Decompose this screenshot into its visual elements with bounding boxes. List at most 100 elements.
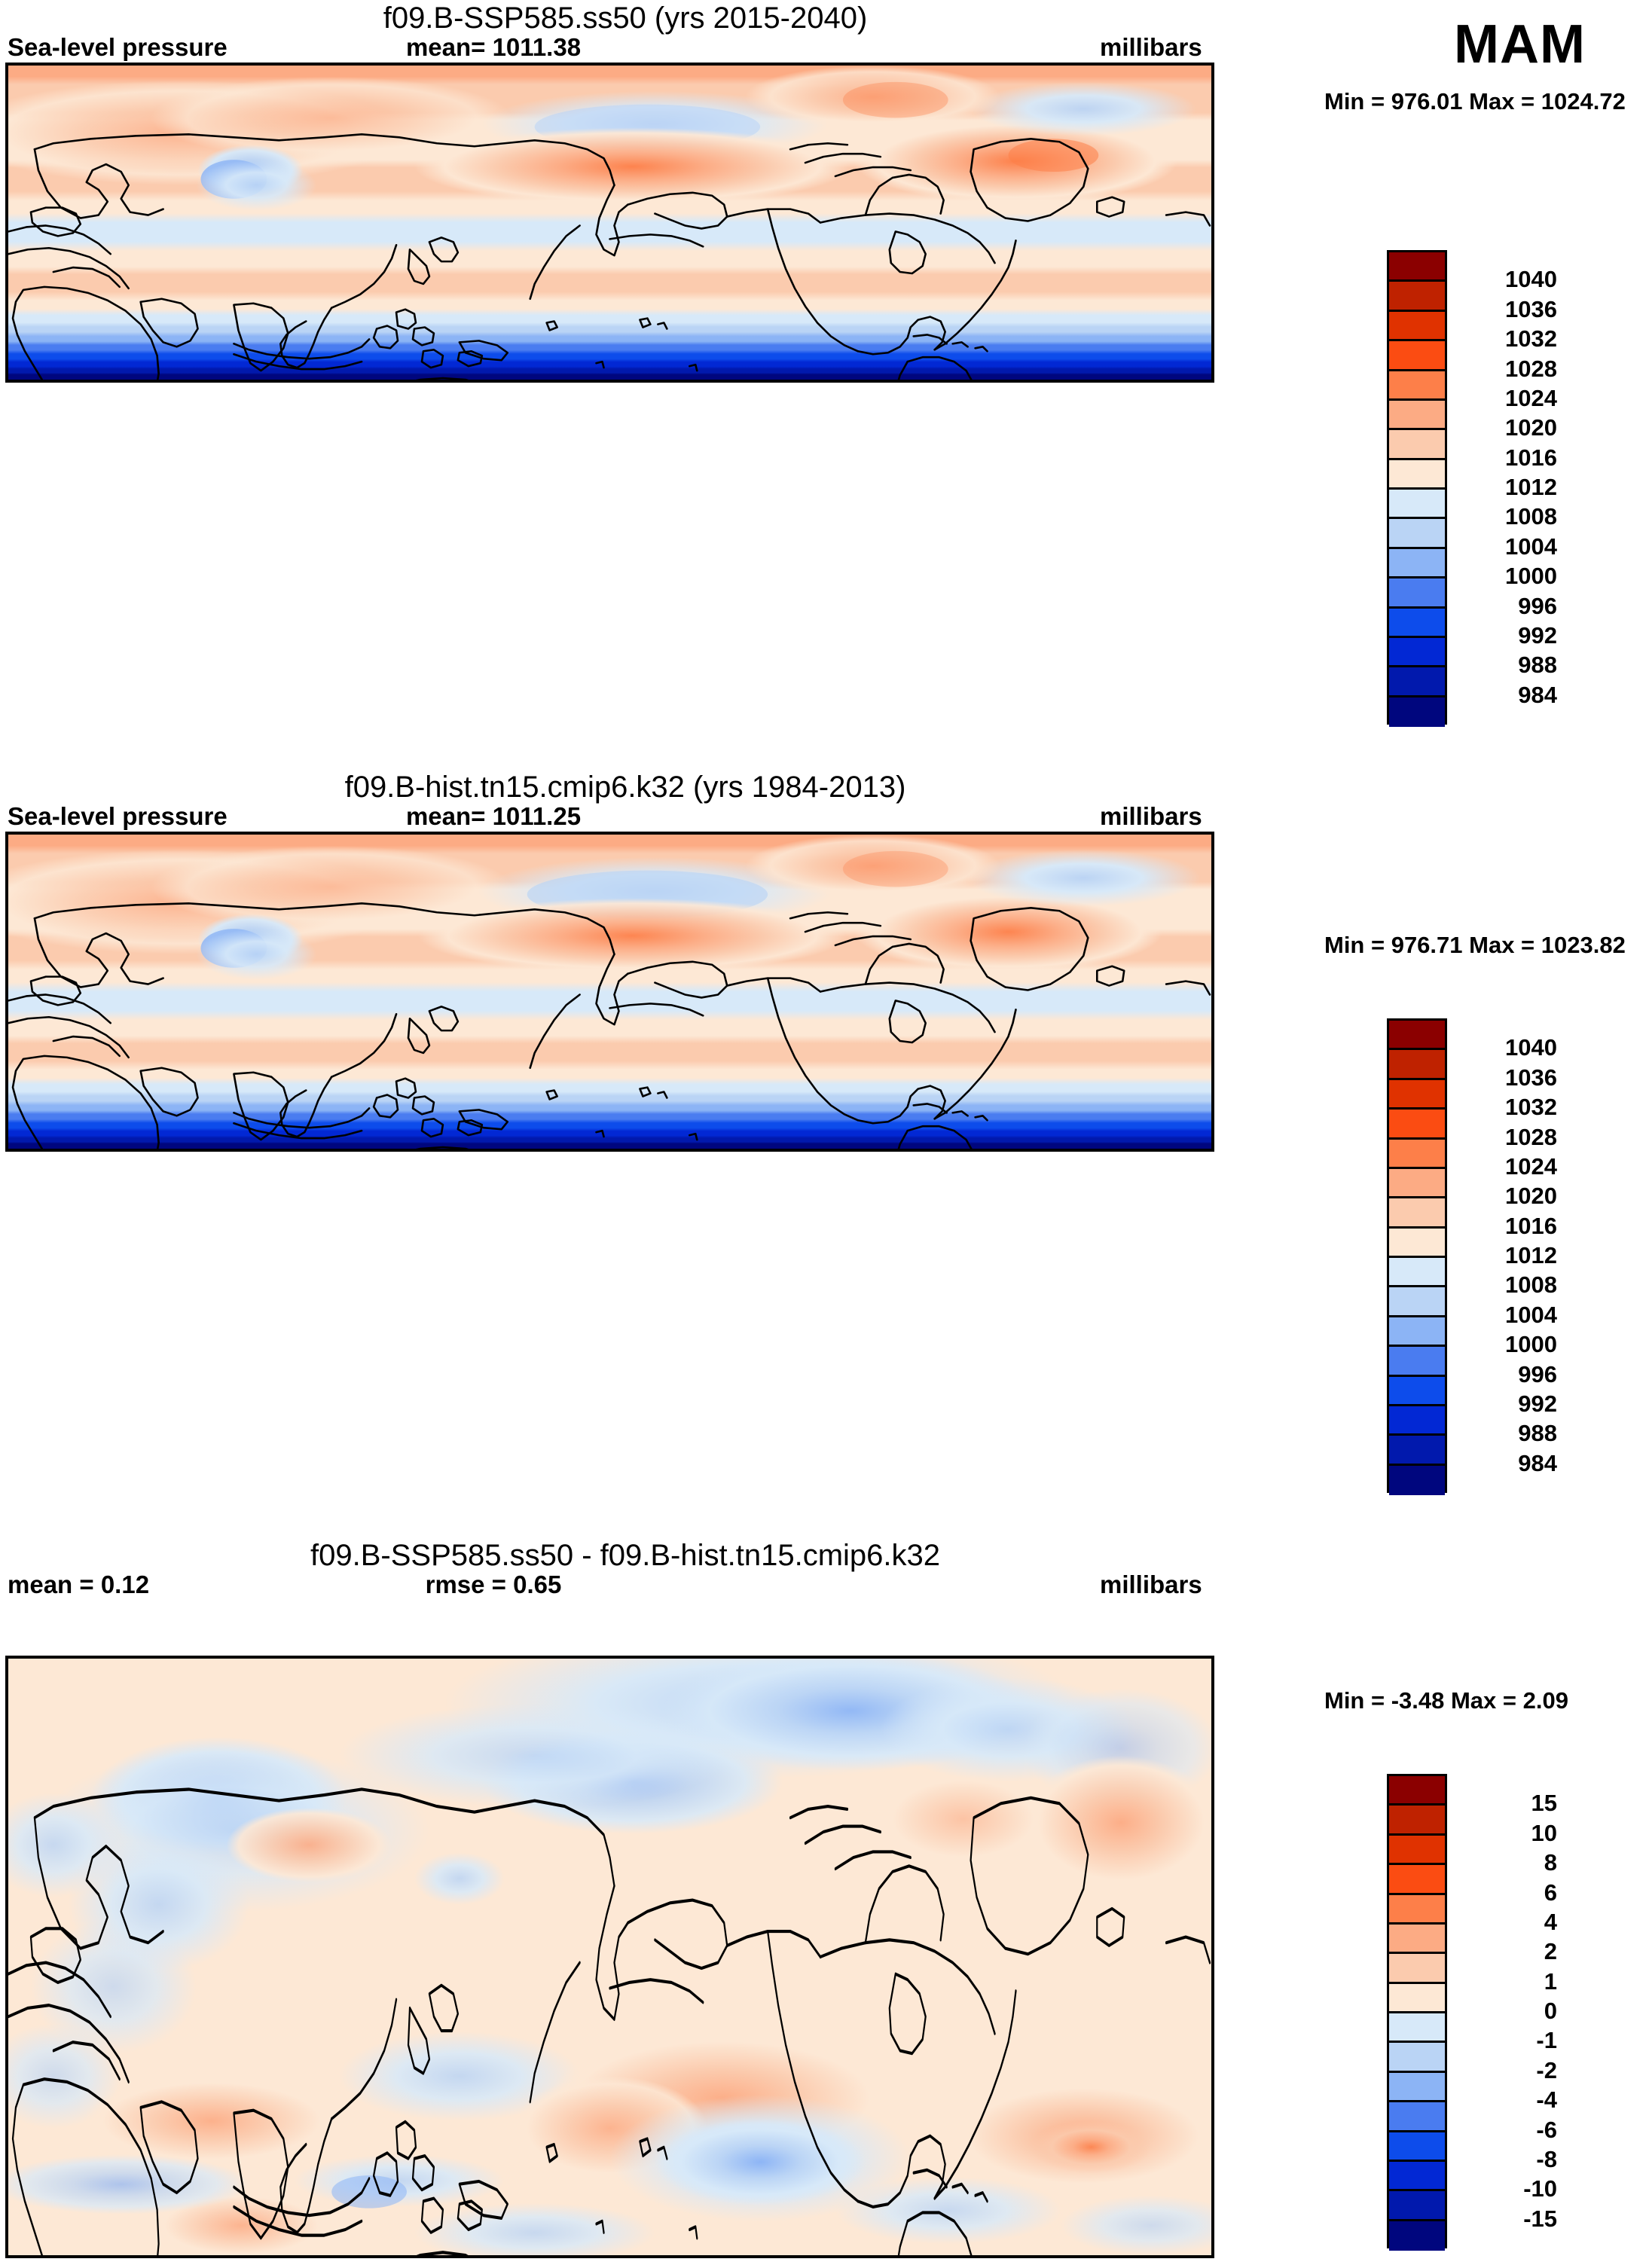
colorbar-tick-label: 1040: [1505, 1034, 1557, 1061]
colorbar-swatch: [1389, 697, 1445, 727]
colorbar-tick-label: 8: [1544, 1849, 1557, 1876]
colorbar-middle-ticks: 1040 1036 1032 1028 1024 1020 1016 1012 1008 1004…: [1452, 1018, 1580, 1493]
colorbar-tick-label: 1036: [1505, 295, 1557, 322]
colorbar-swatch: [1389, 519, 1445, 549]
colorbar-tick-label: -4: [1536, 2086, 1557, 2114]
map-top-svg: [8, 66, 1211, 380]
colorbar-swatch: [1389, 667, 1445, 697]
map-panel-top: [5, 63, 1214, 383]
colorbar-swatch: [1389, 1465, 1445, 1495]
colorbar-middle: 1040 1036 1032 1028 1024 1020 1016 1012 1008 1004…: [1387, 1018, 1613, 1495]
colorbar-tick-label: 1036: [1505, 1064, 1557, 1091]
colorbar-swatch: [1389, 2221, 1445, 2251]
colorbar-swatch: [1389, 2191, 1445, 2221]
colorbar-tick-label: 1028: [1505, 355, 1557, 382]
colorbar-tick-label: 1016: [1505, 1212, 1557, 1239]
colorbar-tick-label: 1024: [1505, 384, 1557, 411]
panel-top-minmax: Min = 976.01 Max = 1024.72: [1324, 88, 1626, 114]
colorbar-swatch: [1389, 341, 1445, 371]
panel-diff-rmse-label: rmse = 0.65: [425, 1571, 562, 1598]
colorbar-tick-label: -8: [1536, 2145, 1557, 2172]
colorbar-swatch: [1389, 1287, 1445, 1317]
colorbar-tick-label: -10: [1523, 2175, 1557, 2202]
colorbar-swatch: [1389, 2043, 1445, 2073]
colorbar-tick-label: -6: [1536, 2116, 1557, 2143]
colorbar-swatch: [1389, 1376, 1445, 1406]
colorbar-tick-label: 1016: [1505, 444, 1557, 471]
colorbar-swatch: [1389, 430, 1445, 460]
colorbar-tick-label: 992: [1518, 621, 1557, 649]
colorbar-swatch: [1389, 548, 1445, 579]
colorbar-tick-label: 1032: [1505, 325, 1557, 353]
colorbar-middle-swatches: [1387, 1018, 1447, 1495]
colorbar-swatch: [1389, 1865, 1445, 1895]
colorbar-top-ticks: 1040 1036 1032 1028 1024 1020 1016 1012 1008 1004…: [1452, 250, 1580, 725]
colorbar-tick-label: 15: [1531, 1790, 1557, 1817]
colorbar-tick-label: 6: [1544, 1879, 1557, 1906]
colorbar-swatch: [1389, 1954, 1445, 1984]
colorbar-tick-label: 988: [1518, 652, 1557, 679]
panel-top-units-label: millibars: [1100, 33, 1202, 61]
colorbar-tick-label: 984: [1518, 681, 1557, 708]
colorbar-swatch: [1389, 1983, 1445, 2013]
colorbar-swatch: [1389, 2102, 1445, 2132]
colorbar-swatch: [1389, 490, 1445, 520]
colorbar-swatch: [1389, 1894, 1445, 1925]
colorbar-swatch: [1389, 1317, 1445, 1348]
colorbar-tick-label: 1040: [1505, 266, 1557, 293]
colorbar-swatch: [1389, 459, 1445, 490]
colorbar-swatch: [1389, 1079, 1445, 1110]
colorbar-tick-label: 984: [1518, 1449, 1557, 1476]
colorbar-swatch: [1389, 2132, 1445, 2162]
colorbar-swatch: [1389, 1168, 1445, 1199]
colorbar-swatch: [1389, 2013, 1445, 2044]
colorbar-swatch: [1389, 1258, 1445, 1288]
colorbar-tick-label: 1: [1544, 1967, 1557, 1995]
colorbar-swatch: [1389, 2072, 1445, 2103]
panel-diff-units-label: millibars: [1100, 1571, 1202, 1598]
colorbar-tick-label: 992: [1518, 1390, 1557, 1417]
colorbar-tick-label: -2: [1536, 2056, 1557, 2083]
map-middle-svg: [8, 835, 1211, 1149]
panel-middle-mean-label: mean= 1011.25: [405, 802, 582, 830]
colorbar-swatch: [1389, 371, 1445, 401]
colorbar-tick-label: 1020: [1505, 1183, 1557, 1210]
panel-top-variable-label: Sea-level pressure: [8, 33, 228, 61]
colorbar-tick-label: 1024: [1505, 1152, 1557, 1180]
colorbar-swatch: [1389, 1406, 1445, 1436]
colorbar-swatch: [1389, 1436, 1445, 1466]
colorbar-swatch: [1389, 1050, 1445, 1080]
colorbar-swatch: [1389, 1139, 1445, 1169]
map-diff-svg: [8, 1659, 1211, 2255]
colorbar-swatch: [1389, 1228, 1445, 1258]
colorbar-tick-label: 1008: [1505, 503, 1557, 530]
colorbar-top: 1040 1036 1032 1028 1024 1020 1016 1012 1008 1004…: [1387, 250, 1613, 727]
colorbar-tick-label: 1032: [1505, 1094, 1557, 1121]
colorbar-tick-label: 2: [1544, 1938, 1557, 1965]
colorbar-swatch: [1389, 400, 1445, 431]
colorbar-tick-label: 1004: [1505, 1301, 1557, 1328]
colorbar-swatch: [1389, 1347, 1445, 1377]
colorbar-tick-label: 996: [1518, 1360, 1557, 1387]
colorbar-tick-label: 1012: [1505, 474, 1557, 500]
panel-top-title: f09.B-SSP585.ss50 (yrs 2015-2040): [383, 2, 868, 35]
panel-diff-title: f09.B-SSP585.ss50 - f09.B-hist.tn15.cmip…: [310, 1539, 940, 1572]
map-panel-middle: [5, 832, 1214, 1152]
colorbar-tick-label: 0: [1544, 1998, 1557, 2024]
colorbar-top-swatches: [1387, 250, 1447, 727]
colorbar-diff: 15 10 8 6 4 2 1 0 -1 -2 -4 -6 -8 -10 -15: [1387, 1774, 1613, 2251]
colorbar-tick-label: 1012: [1505, 1242, 1557, 1268]
panel-diff-minmax: Min = -3.48 Max = 2.09: [1324, 1687, 1568, 1714]
colorbar-swatch: [1389, 637, 1445, 668]
panel-middle-units-label: millibars: [1100, 802, 1202, 830]
panel-top-mean-label: mean= 1011.38: [405, 33, 582, 61]
colorbar-tick-label: 1008: [1505, 1271, 1557, 1299]
colorbar-swatch: [1389, 2161, 1445, 2192]
colorbar-tick-label: -15: [1523, 2205, 1557, 2232]
colorbar-swatch: [1389, 1924, 1445, 1955]
colorbar-tick-label: 988: [1518, 1420, 1557, 1447]
panel-middle-variable-label: Sea-level pressure: [8, 802, 228, 830]
colorbar-tick-label: 996: [1518, 592, 1557, 619]
colorbar-swatch: [1389, 1835, 1445, 1866]
colorbar-swatch: [1389, 578, 1445, 609]
